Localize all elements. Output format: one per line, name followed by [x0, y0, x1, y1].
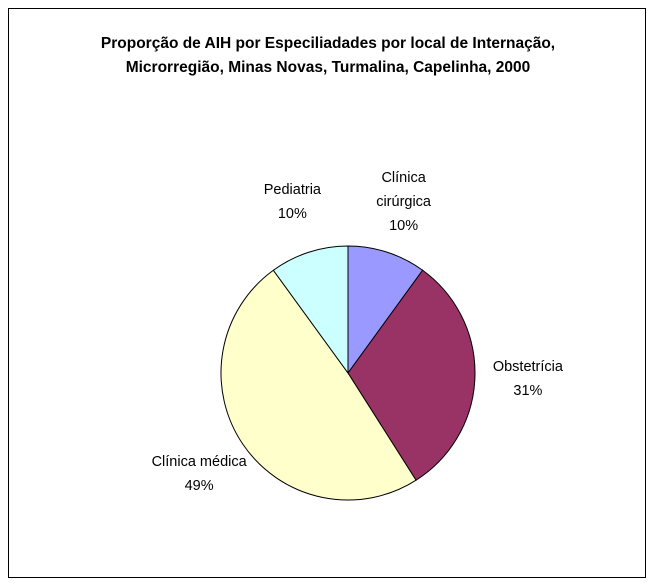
slice-label: Clínica médica 49%: [151, 450, 247, 498]
chart-frame: [8, 8, 646, 578]
pie-slice: [272, 245, 349, 375]
slice-label: Pediatria 10%: [244, 178, 340, 226]
pie-slice: [220, 269, 417, 501]
category-label: Pediatria: [263, 181, 321, 198]
category-label: Clínica médica: [151, 454, 247, 471]
pie-slice: [347, 245, 424, 375]
chart-title: Proporção de AIH por Especiliadades por …: [100, 35, 556, 76]
value-label: 10%: [389, 217, 419, 234]
value-label: 31%: [513, 382, 543, 399]
category-label: Clínica cirúrgica: [376, 169, 431, 210]
value-label: 49%: [184, 478, 214, 495]
category-label: Obstetrícia: [492, 358, 563, 375]
value-label: 10%: [277, 205, 307, 222]
pie-slice: [347, 269, 476, 481]
slice-label: Clínica cirúrgica 10%: [356, 166, 452, 238]
slice-label: Obstetrícia 31%: [480, 355, 576, 403]
